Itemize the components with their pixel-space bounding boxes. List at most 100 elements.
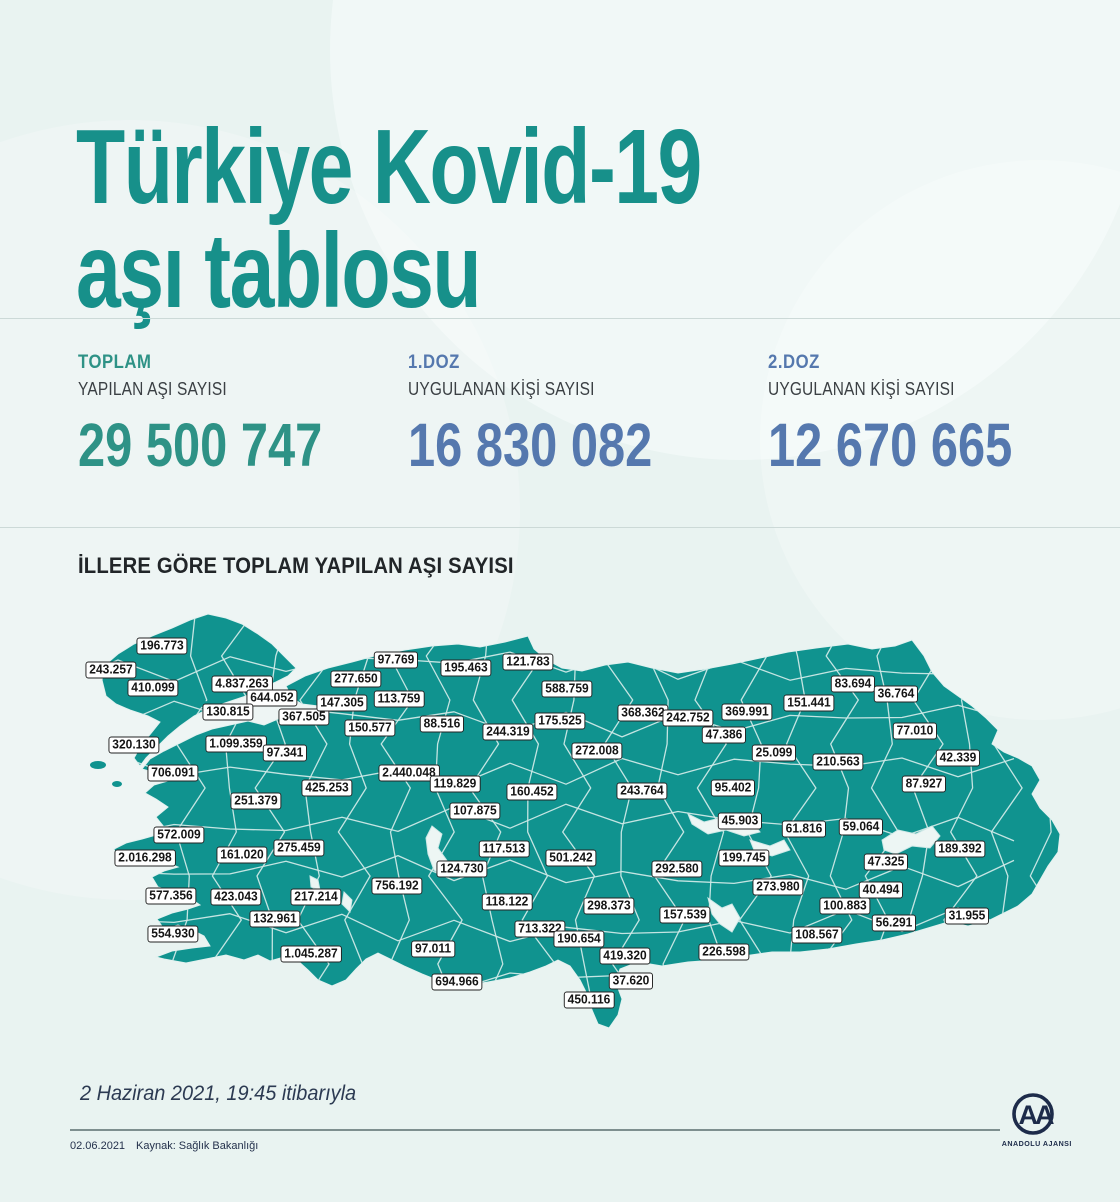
map-title: İLLERE GÖRE TOPLAM YAPILAN AŞI SAYISI xyxy=(78,553,514,578)
province-value-label: 577.356 xyxy=(145,887,197,905)
province-value-label: 25.099 xyxy=(751,744,797,762)
province-value-label: 87.927 xyxy=(901,775,947,793)
page-title: Türkiye Kovid-19 aşı tablosu xyxy=(76,108,702,331)
province-value-label: 88.516 xyxy=(419,715,465,733)
province-value-label: 97.011 xyxy=(411,940,455,958)
province-value-label: 195.463 xyxy=(440,659,492,677)
province-value-label: 419.320 xyxy=(599,947,651,965)
province-value-label: 199.745 xyxy=(718,849,770,867)
stat-heading: TOPLAM xyxy=(78,352,152,373)
stat-total-vaccinations: TOPLAM YAPILAN AŞI SAYISI 29 500 747 xyxy=(78,352,408,480)
stat-value: 29 500 747 xyxy=(78,411,323,479)
province-value-label: 244.319 xyxy=(482,723,534,741)
divider-bottom xyxy=(0,527,1120,528)
province-value-label: 61.816 xyxy=(781,820,827,838)
province-value-label: 756.192 xyxy=(371,877,423,895)
province-value-label: 1.045.287 xyxy=(280,945,342,963)
province-value-label: 31.955 xyxy=(944,907,990,925)
agency-name: ANADOLU AJANSI xyxy=(1001,1139,1072,1148)
footer-divider xyxy=(70,1129,1000,1131)
province-value-label: 243.764 xyxy=(616,782,668,800)
province-value-label: 121.783 xyxy=(502,653,554,671)
province-value-label: 292.580 xyxy=(651,860,703,878)
stat-second-dose: 2.DOZ UYGULANAN KİŞİ SAYISI 12 670 665 xyxy=(768,352,1098,480)
province-value-label: 1.099.359 xyxy=(205,735,267,753)
province-value-label: 298.373 xyxy=(583,897,635,915)
province-value-label: 147.305 xyxy=(316,694,368,712)
title-line-2: aşı tablosu xyxy=(76,212,482,331)
province-value-label: 37.620 xyxy=(608,972,654,990)
stat-first-dose: 1.DOZ UYGULANAN KİŞİ SAYISI 16 830 082 xyxy=(408,352,738,480)
province-value-label: 189.392 xyxy=(934,840,986,858)
timestamp-note: 2 Haziran 2021, 19:45 itibarıyla xyxy=(80,1082,357,1105)
province-value-label: 367.505 xyxy=(278,708,330,726)
province-value-label: 423.043 xyxy=(210,888,262,906)
province-value-label: 97.769 xyxy=(373,651,419,669)
province-value-label: 175.525 xyxy=(534,712,586,730)
lake xyxy=(707,896,741,933)
province-value-label: 190.654 xyxy=(553,930,605,948)
province-value-label: 108.567 xyxy=(791,926,843,944)
province-value-label: 554.930 xyxy=(147,925,199,943)
province-value-label: 150.577 xyxy=(344,719,396,737)
province-value-label: 368.362 xyxy=(617,704,669,722)
province-value-label: 151.441 xyxy=(783,694,835,712)
province-value-label: 36.764 xyxy=(873,685,919,703)
aa-logo: AA ANADOLU AJANSI xyxy=(1000,1088,1072,1148)
stat-heading: 2.DOZ xyxy=(768,352,820,373)
province-value-label: 117.513 xyxy=(478,840,530,858)
province-value-label: 277.650 xyxy=(330,670,382,688)
province-value-label: 113.759 xyxy=(373,690,425,708)
province-value-label: 320.130 xyxy=(108,736,160,754)
province-value-label: 694.966 xyxy=(431,973,483,991)
province-value-label: 107.875 xyxy=(449,802,501,820)
province-value-label: 196.773 xyxy=(136,637,188,655)
province-value-label: 501.242 xyxy=(545,849,597,867)
province-value-label: 2.440.048 xyxy=(378,764,440,782)
province-value-label: 210.563 xyxy=(812,753,864,771)
province-value-label: 56.291 xyxy=(871,914,917,932)
province-value-label: 59.064 xyxy=(838,818,884,836)
stat-sublabel: UYGULANAN KİŞİ SAYISI xyxy=(768,379,955,399)
province-value-label: 588.759 xyxy=(541,680,593,698)
province-value-label: 118.122 xyxy=(481,893,533,911)
province-value-label: 47.325 xyxy=(863,853,909,871)
province-value-label: 410.099 xyxy=(127,679,179,697)
lake xyxy=(341,890,353,914)
divider-top xyxy=(0,318,1120,319)
province-value-label: 83.694 xyxy=(830,675,876,693)
title-line-1: Türkiye Kovid-19 xyxy=(76,108,702,227)
province-value-label: 226.598 xyxy=(698,943,750,961)
province-value-label: 242.752 xyxy=(662,709,714,727)
province-value-label: 77.010 xyxy=(892,722,938,740)
province-value-label: 132.961 xyxy=(249,910,301,928)
province-value-label: 119.829 xyxy=(429,775,481,793)
province-value-label: 272.008 xyxy=(571,742,623,760)
footer-source: Kaynak: Sağlık Bakanlığı xyxy=(136,1140,259,1152)
province-value-label: 95.402 xyxy=(710,779,756,797)
province-value-label: 706.091 xyxy=(147,764,199,782)
province-value-label: 130.815 xyxy=(202,703,254,721)
footer-date: 02.06.2021 xyxy=(70,1140,126,1152)
province-value-label: 45.903 xyxy=(717,812,763,830)
province-value-label: 40.494 xyxy=(858,881,904,899)
turkey-map-svg xyxy=(90,613,1061,1029)
province-value-label: 42.339 xyxy=(935,749,981,767)
province-value-label: 243.257 xyxy=(85,661,137,679)
province-value-label: 644.052 xyxy=(246,689,298,707)
province-value-label: 275.459 xyxy=(273,839,325,857)
stat-value: 12 670 665 xyxy=(768,411,1013,479)
turkey-map: 196.773 243.257 410.099 4.837.263 644.052 130… xyxy=(60,608,1065,1038)
province-value-label: 572.009 xyxy=(153,826,205,844)
stat-sublabel: UYGULANAN KİŞİ SAYISI xyxy=(408,379,595,399)
province-value-label: 47.386 xyxy=(701,726,747,744)
province-value-label: 124.730 xyxy=(436,860,488,878)
province-value-label: 100.883 xyxy=(819,897,871,915)
stat-value: 16 830 082 xyxy=(408,411,653,479)
province-value-label: 425.253 xyxy=(301,779,353,797)
province-value-label: 97.341 xyxy=(262,744,308,762)
province-value-label: 217.214 xyxy=(290,888,342,906)
province-value-label: 161.020 xyxy=(216,846,268,864)
stat-sublabel: YAPILAN AŞI SAYISI xyxy=(78,379,227,399)
